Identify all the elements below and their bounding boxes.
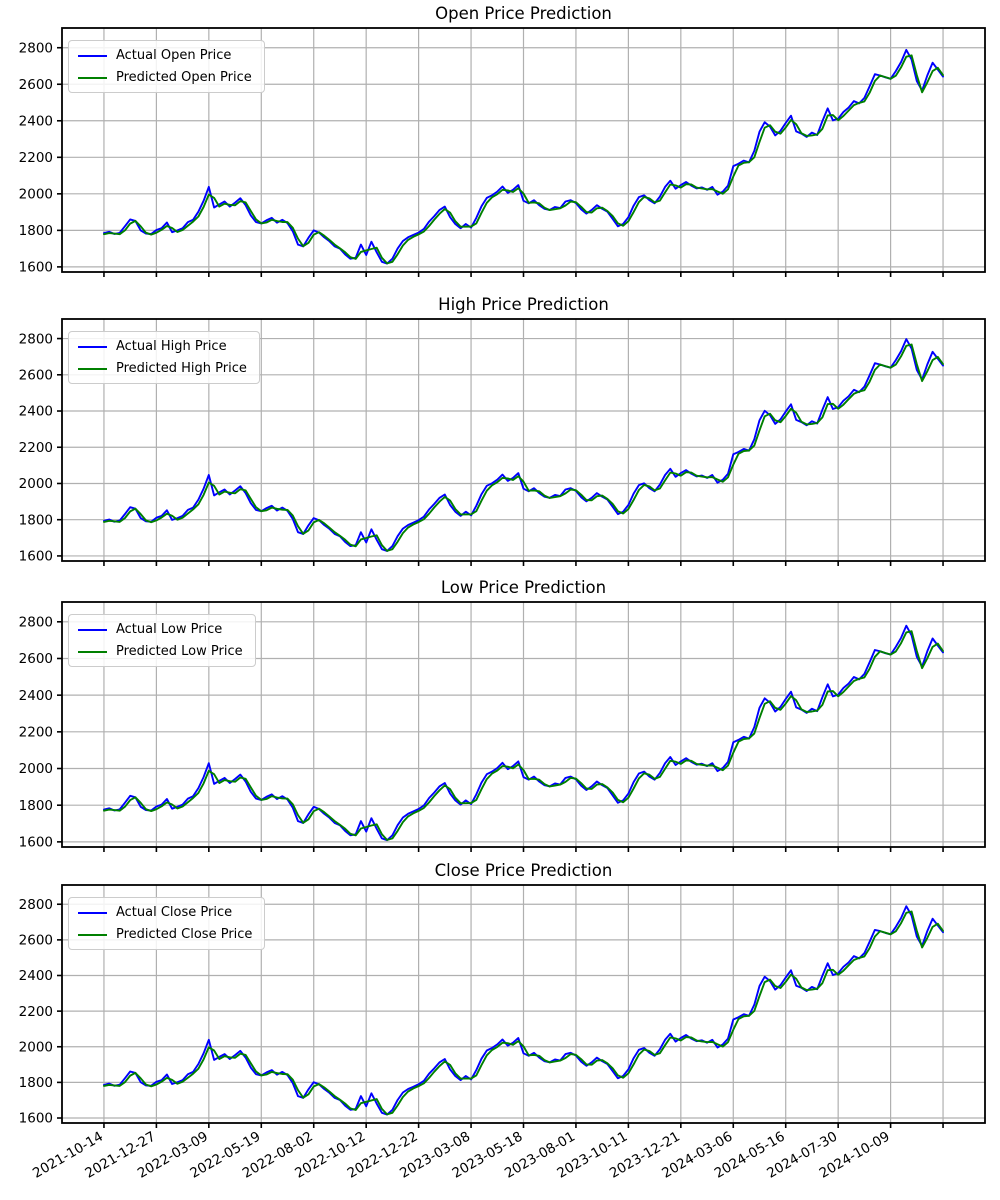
y-tick-label: 2000 [19,476,53,492]
y-tick-label: 2000 [19,761,53,777]
actual-line-swatch [78,911,107,914]
actual-line-swatch [78,345,107,348]
actual-line-swatch [78,628,107,631]
legend-label: Actual High Price [116,339,227,354]
y-tick-label: 2800 [19,40,53,56]
legend-label: Predicted Close Price [116,927,253,942]
panel-low-legend: Actual Low Price Predicted Low Price [68,614,256,667]
y-tick-label: 2600 [19,651,53,667]
y-tick-label: 2200 [19,725,53,741]
y-tick-label: 2600 [19,77,53,93]
legend-row: Predicted Open Price [78,70,252,85]
panel-high-legend: Actual High Price Predicted High Price [68,331,260,384]
y-tick-label: 2400 [19,114,53,130]
panel-close-legend: Actual Close Price Predicted Close Price [68,897,266,950]
actual-line-swatch [78,54,107,57]
panel-high-title: High Price Prediction [438,295,609,314]
panel-low-title: Low Price Prediction [440,578,607,597]
y-tick-label: 1800 [19,798,53,814]
legend-label: Actual Low Price [116,622,223,637]
y-tick-label: 1800 [19,223,53,239]
legend-row: Predicted Low Price [78,644,243,659]
series-predicted-line [103,910,944,1116]
y-tick-label: 2400 [19,404,53,420]
predicted-line-swatch [78,367,107,370]
predicted-line-swatch [78,650,107,653]
legend-row: Actual Open Price [78,48,252,63]
predicted-line-swatch [78,76,107,79]
y-tick-label: 2200 [19,150,53,166]
y-tick-label: 2000 [19,187,53,203]
y-tick-label: 2600 [19,368,53,384]
legend-label: Predicted Low Price [116,644,243,659]
y-tick-label: 2200 [19,1004,53,1020]
y-tick-label: 1800 [19,1075,53,1091]
panel-low-plot: 1600 1800 2000 2200 2400 2600 2800 [19,601,986,852]
legend-label: Actual Close Price [116,905,233,920]
y-tick-label: 2400 [19,688,53,704]
panel-open-legend: Actual Open Price Predicted Open Price [68,40,265,93]
y-tick-label: 1600 [19,1111,53,1127]
y-tick-label: 1600 [19,260,53,276]
y-tick-label: 2400 [19,968,53,984]
y-tick-label: 1600 [19,835,53,851]
y-tick-label: 1800 [19,512,53,528]
predicted-line-swatch [78,933,107,936]
y-tick-label: 2600 [19,933,53,949]
y-tick-label: 2800 [19,331,53,347]
y-tick-label: 2000 [19,1039,53,1055]
legend-row: Actual Close Price [78,905,252,920]
y-tick-label: 1600 [19,549,53,565]
legend-label: Predicted Open Price [116,70,252,85]
plot-border [61,601,986,848]
plot-border [61,318,986,562]
legend-row: Predicted Close Price [78,927,252,942]
series-predicted-line [103,343,944,552]
legend-row: Predicted High Price [78,361,247,376]
series-predicted-line [103,630,944,841]
plot-border [61,884,986,1124]
panel-open-title: Open Price Prediction [435,4,612,23]
series-predicted-line [103,54,944,265]
legend-row: Actual High Price [78,339,247,354]
legend-label: Actual Open Price [116,48,232,63]
panel-close-title: Close Price Prediction [434,861,613,880]
legend-row: Actual Low Price [78,622,243,637]
y-tick-label: 2800 [19,615,53,631]
legend-label: Predicted High Price [116,361,247,376]
y-tick-label: 2200 [19,440,53,456]
plot-border [61,27,986,273]
y-tick-label: 2800 [19,897,53,913]
